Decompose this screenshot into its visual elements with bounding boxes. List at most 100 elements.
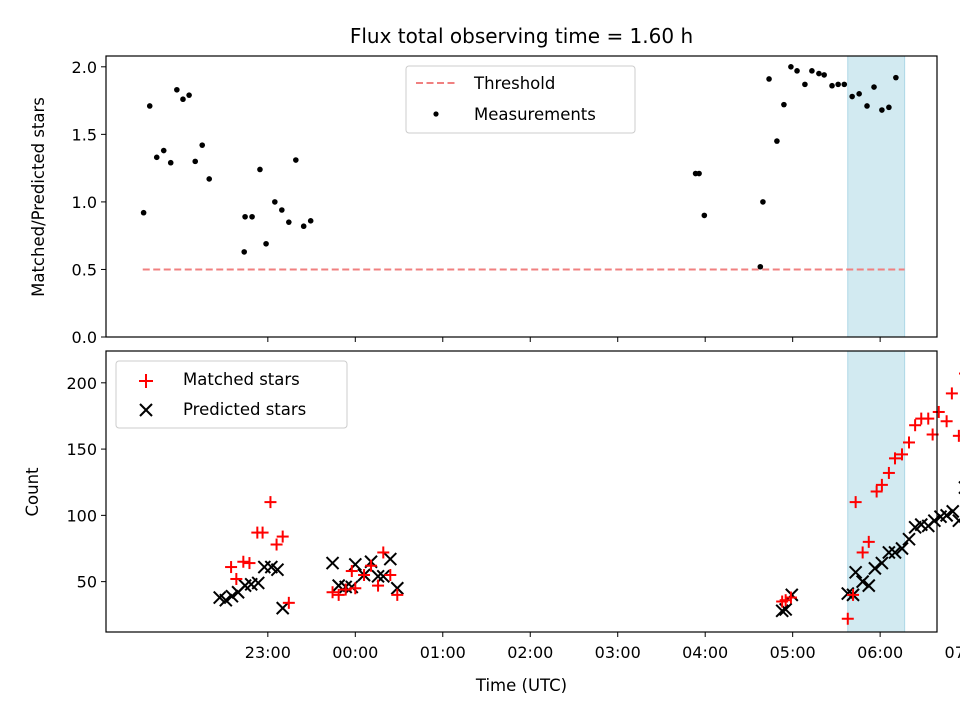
measurement-point xyxy=(893,74,899,81)
matched-point xyxy=(377,546,390,559)
x-tick-label: 00:00 xyxy=(332,643,378,662)
matched-point xyxy=(940,415,953,428)
top-x-ticks xyxy=(267,337,881,342)
top-axes-frame xyxy=(105,55,938,338)
matched-point xyxy=(896,448,909,461)
x-tick-label: 02:00 xyxy=(507,643,553,662)
measurement-point xyxy=(186,92,192,98)
predicted-point xyxy=(875,556,889,570)
predicted-point xyxy=(251,576,265,590)
predicted-point xyxy=(775,604,789,618)
matched-point xyxy=(909,419,922,432)
measurement-point xyxy=(140,209,147,216)
matched-point xyxy=(339,583,352,596)
matched-point xyxy=(779,594,792,607)
matched-point xyxy=(372,579,385,592)
matched-point xyxy=(945,387,958,400)
top-y-tick-label: 2.0 xyxy=(72,58,97,77)
predicted-point xyxy=(952,513,960,528)
measurement-point xyxy=(206,176,213,182)
measurement-point xyxy=(788,64,794,70)
top-y-ticks: 0.0 0.5 1.0 1.5 2.0 xyxy=(72,58,106,347)
predicted-point xyxy=(902,532,916,546)
matched-point xyxy=(932,405,945,418)
predicted-point xyxy=(939,508,954,523)
measurement-point xyxy=(757,263,764,270)
shaded-region xyxy=(847,55,906,338)
measurement-point xyxy=(272,199,278,205)
matched-point xyxy=(225,561,238,574)
legend-measurements-label: Measurements xyxy=(474,105,596,124)
matched-point xyxy=(332,588,345,601)
matched-point xyxy=(849,496,862,509)
matched-point xyxy=(345,565,358,578)
matched-point xyxy=(889,452,902,465)
measurement-point xyxy=(879,107,885,113)
x-tick-label: 23:00 xyxy=(245,643,291,662)
x-tick-label: 05:00 xyxy=(770,643,816,662)
matched-point xyxy=(326,586,339,599)
measurement-point xyxy=(242,213,248,220)
measurement-point xyxy=(307,218,314,224)
top-y-axis-label: Matched/Predicted stars xyxy=(29,97,48,297)
matched-point xyxy=(882,466,895,479)
top-panel: 0.00.51.01.52.0 Matched/Predicted stars … xyxy=(29,55,938,347)
predicted-point xyxy=(383,552,397,566)
predicted-point xyxy=(855,574,870,589)
measurement-point xyxy=(286,219,292,225)
x-tick-label: 07:00 xyxy=(945,643,960,662)
matched-point xyxy=(870,485,883,498)
matched-point xyxy=(243,557,256,570)
legend-matched-label: Matched stars xyxy=(183,370,300,389)
predicted-point xyxy=(376,569,390,584)
bottom-x-ticks: 23:00 00:00 01:00 02:00 03:00 04:00 05:00 06:00… xyxy=(245,632,960,662)
matched-point xyxy=(349,582,362,595)
predicted-point xyxy=(371,569,385,584)
x-tick-label: 03:00 xyxy=(595,643,641,662)
matched-point xyxy=(365,559,378,572)
measurement-point xyxy=(794,68,800,74)
measurement-point xyxy=(701,212,708,219)
measurement-point xyxy=(174,86,180,93)
measurement-point xyxy=(257,166,263,173)
measurement-point xyxy=(871,84,877,90)
top-y-tick-label: 1.0 xyxy=(72,193,97,212)
measurement-point xyxy=(263,240,269,247)
top-y-tick-label: 0.0 xyxy=(72,328,97,347)
matched-point xyxy=(841,612,854,625)
measurement-point xyxy=(816,70,822,77)
bottom-points-layer xyxy=(213,372,960,625)
matched-point xyxy=(391,588,404,601)
measurement-point xyxy=(241,249,248,255)
matched-point xyxy=(358,569,371,582)
measurement-point xyxy=(760,199,766,205)
measurement-point xyxy=(774,138,780,144)
matched-point xyxy=(922,412,935,425)
x-tick-label: 06:00 xyxy=(857,643,903,662)
measurement-point xyxy=(886,104,892,111)
chart-title: Flux total observing time = 1.60 h xyxy=(350,24,693,48)
predicted-point xyxy=(841,586,855,601)
measurement-point xyxy=(180,96,186,103)
predicted-point xyxy=(862,578,876,593)
top-legend-box xyxy=(405,65,636,134)
measurement-point xyxy=(849,93,855,100)
legend-measurements-swatch xyxy=(433,111,439,117)
measurement-point xyxy=(300,223,307,230)
top-shaded-region-layer xyxy=(847,55,906,338)
bottom-y-axis-label: Count xyxy=(23,467,42,517)
matched-point xyxy=(282,596,295,609)
matched-point xyxy=(256,526,269,539)
predicted-point xyxy=(888,545,902,560)
predicted-point xyxy=(270,562,285,577)
legend-predicted-label: Predicted stars xyxy=(183,400,306,419)
measurement-point xyxy=(856,91,862,97)
matched-point xyxy=(276,530,289,543)
matched-point xyxy=(237,555,250,568)
measurement-point xyxy=(160,147,167,154)
measurement-point xyxy=(864,103,870,109)
matched-point xyxy=(862,535,875,548)
legend-matched-swatch xyxy=(139,374,153,388)
matched-point xyxy=(270,538,283,551)
